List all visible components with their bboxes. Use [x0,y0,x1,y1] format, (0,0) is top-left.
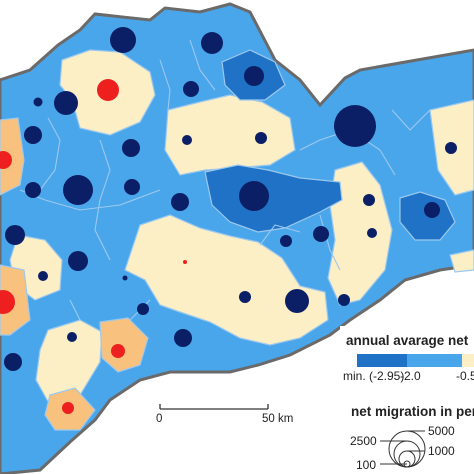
legend-swatch-mid [407,354,462,367]
district-south-orange-1 [99,317,149,373]
district-upper-central-beige [164,94,296,176]
symbol-circle [111,344,125,358]
symbol-circle [239,291,251,303]
district-center-south-beige [124,214,329,346]
scale-bar-end-label: 50 km [262,413,294,425]
symbol-circle [67,332,77,342]
district-west-orange-1 [0,117,25,196]
legend-size-title: net migration in per [351,404,474,419]
district-west-orange-2 [0,264,31,336]
symbol-circle [54,91,78,115]
scale-bar-start-label: 0 [156,413,163,425]
symbol-circle [424,202,440,218]
legend-size-label-100: 100 [356,458,377,472]
legend-tick-mid: -2.0 [400,369,421,383]
symbol-circle [0,290,15,314]
legend-panel-size [345,396,474,474]
legend-size-label-2500: 2500 [350,434,377,448]
symbol-circle [445,142,457,154]
legend-swatch-low [462,354,474,367]
migration-symbols-negative [4,27,457,371]
district-east-beige [327,161,393,306]
legend-color-ramp [357,354,474,367]
symbol-circle [63,175,93,205]
symbol-circle [183,260,187,264]
symbol-circle [33,97,43,107]
symbol-circle [280,235,292,247]
symbol-circle [4,353,22,371]
symbol-circle [38,271,48,281]
symbol-circle [201,32,223,54]
legend-size-circles [380,430,426,468]
symbol-circle [182,135,192,145]
symbol-circle [97,79,119,101]
symbol-circle [122,275,128,281]
symbol-circle [24,126,42,144]
symbol-circle [62,402,74,414]
districts-high-negative [204,49,456,241]
symbol-circle [334,105,376,147]
scale-bar-panel [150,398,300,430]
scale-bar [159,404,269,410]
symbol-circle [313,226,329,242]
legend-migration-title: annual avarage net [346,333,469,348]
symbol-circle [171,193,189,211]
symbol-circle [338,294,350,306]
symbol-circle [367,228,377,238]
district-central-dark [204,164,343,233]
symbol-circle [124,179,140,195]
symbol-circle [285,289,309,313]
symbol-circle [183,81,199,97]
legend-tick-min: min. (-2.95) [343,369,405,383]
symbol-circle [137,303,149,315]
legend-size-label-5000: 5000 [428,424,455,438]
symbol-circle [68,251,88,271]
symbol-circle [244,66,264,86]
symbol-circle [5,225,25,245]
symbol-circle [25,182,41,198]
symbol-circle [0,151,12,169]
symbol-circle [239,181,269,211]
legend-tick-low: -0.5 [456,369,474,383]
legend-size-label-1000: 1000 [428,444,455,458]
migration-symbols-positive [0,79,187,414]
symbol-circle [174,329,192,347]
symbol-circle [255,132,267,144]
symbol-circle [122,139,140,157]
symbol-circle [363,194,375,206]
legend-swatch-min [357,354,407,367]
district-east-tail-beige [449,249,474,273]
symbol-circle [110,27,136,53]
